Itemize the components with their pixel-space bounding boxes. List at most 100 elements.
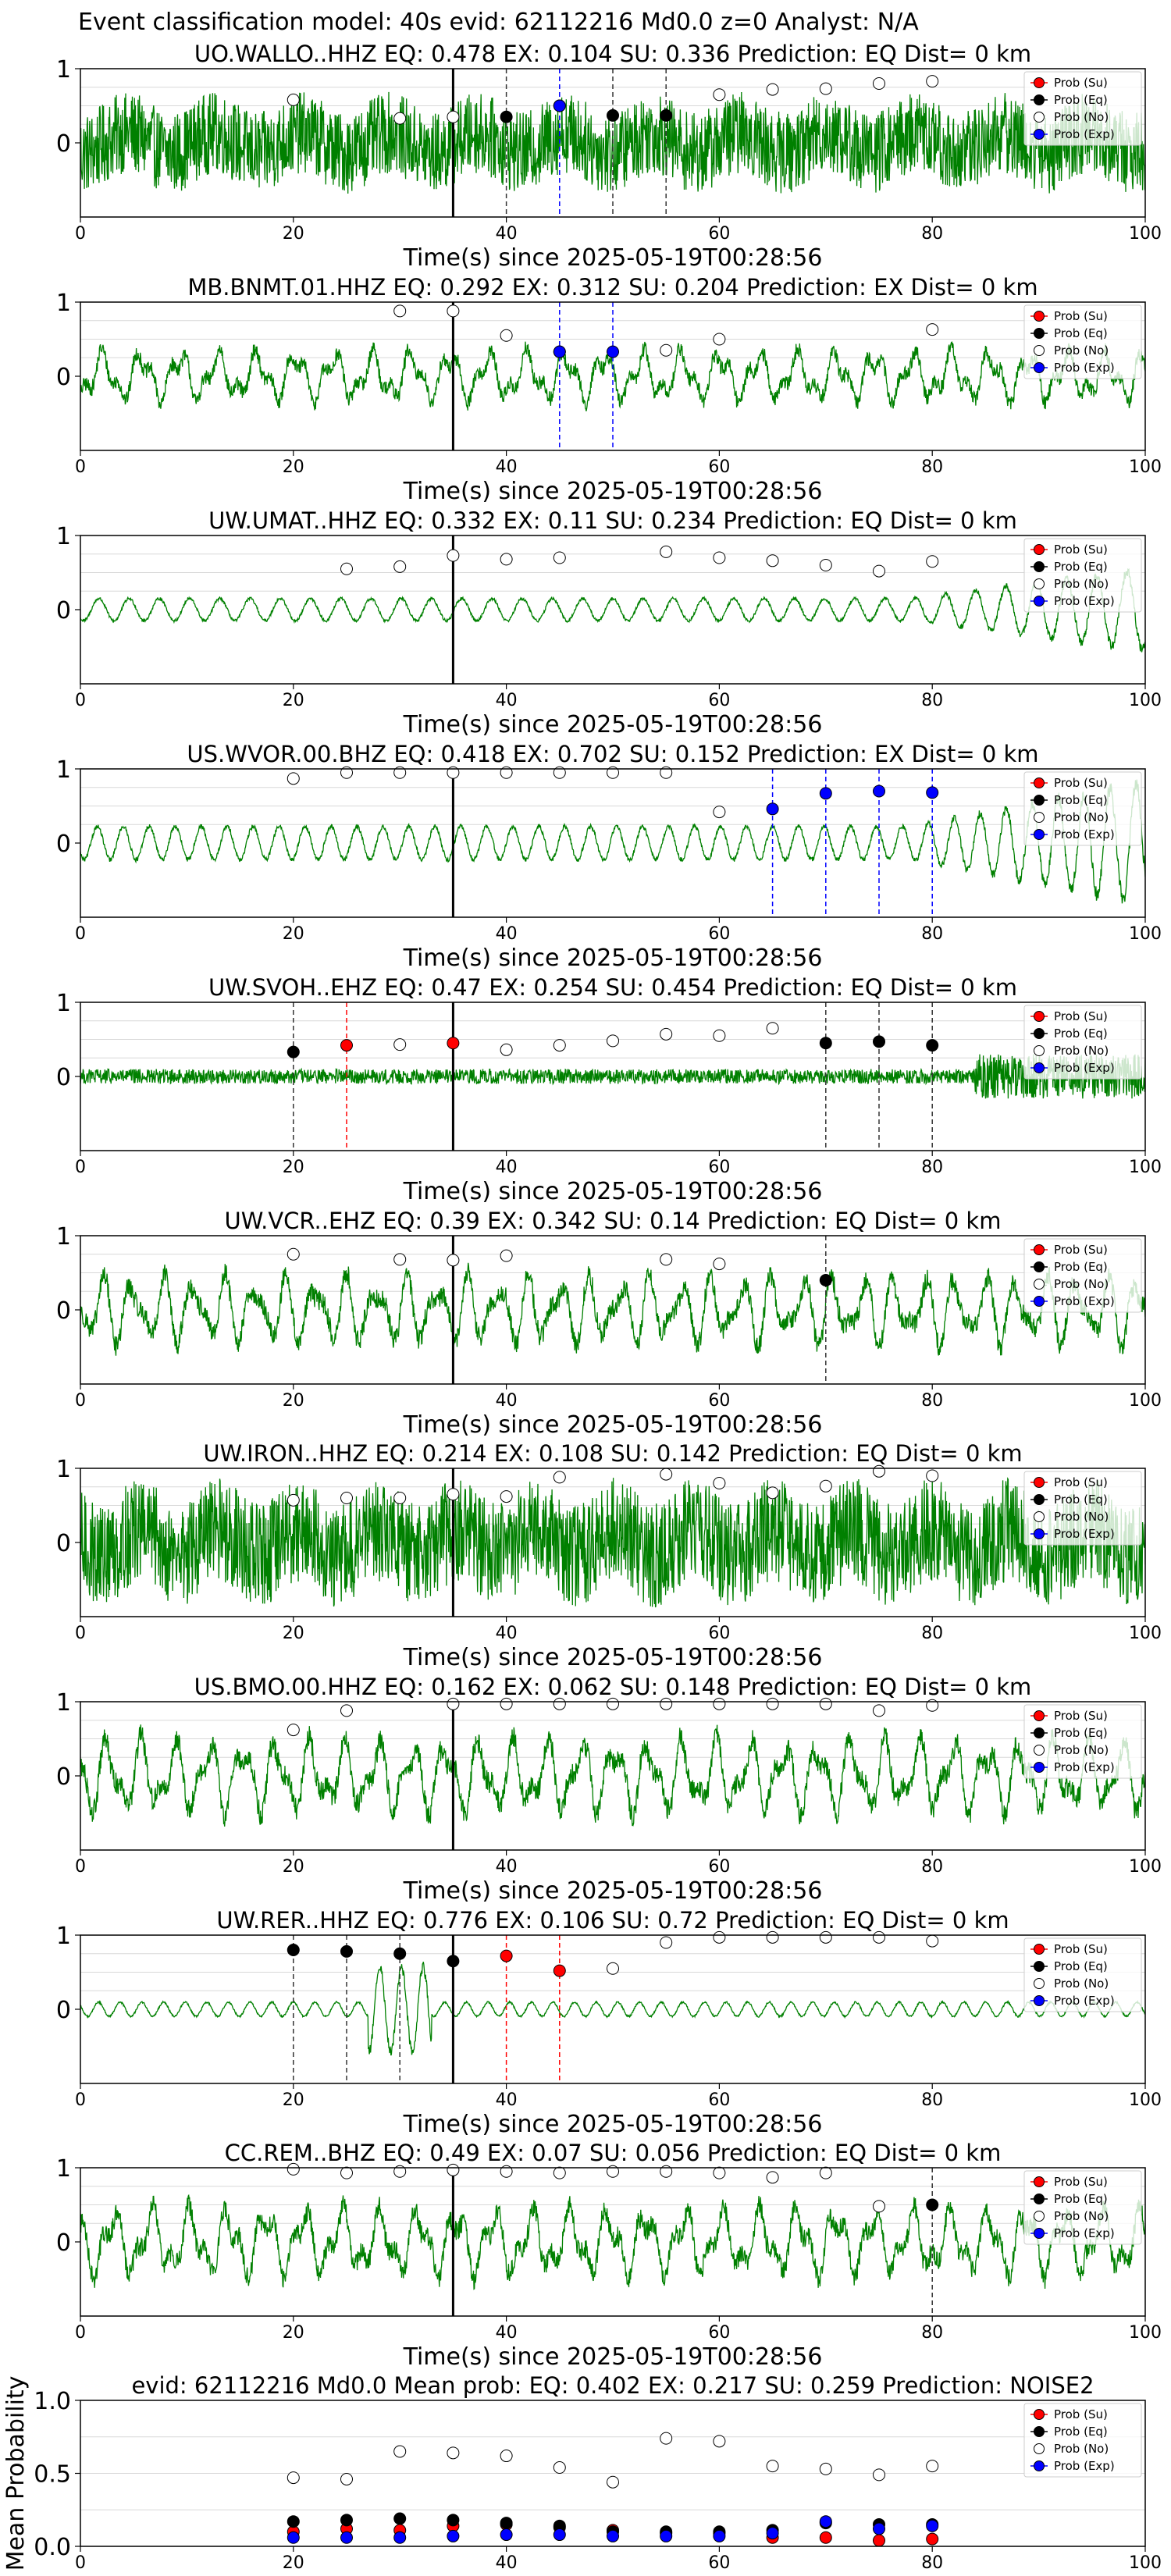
x-axis-label: Time(s) since 2025-05-19T00:28:56: [403, 1877, 823, 1905]
legend-box: [1023, 71, 1142, 146]
x-tick-label: 0: [75, 1857, 86, 1877]
prob-marker-no: [340, 1492, 353, 1504]
prob-marker-no: [500, 766, 513, 779]
prob-marker-no: [873, 2468, 885, 2482]
legend-label-su: Prob (Su): [1054, 1009, 1108, 1023]
legend-marker-exp: [1034, 2460, 1045, 2471]
prob-marker-no: [713, 88, 726, 101]
x-tick-label: 80: [921, 2090, 943, 2110]
prob-marker-eq: [660, 109, 673, 122]
prob-marker-no: [873, 1930, 885, 1944]
prob-marker-no: [393, 2445, 407, 2458]
legend-label-exp: Prob (Exp): [1054, 1994, 1115, 2008]
prob-marker-eq: [393, 1947, 407, 1960]
x-tick-label: 100: [1129, 1624, 1162, 1643]
prob-marker-no: [553, 2166, 566, 2179]
prob-marker-no: [926, 555, 939, 568]
x-tick-label: 100: [1129, 924, 1162, 944]
prob-marker-no: [553, 1039, 566, 1052]
legend-box: [1023, 2403, 1142, 2478]
prob-marker-no: [926, 323, 939, 336]
prob-marker-exp: [926, 2519, 939, 2532]
prob-marker-no: [660, 1027, 673, 1041]
legend-marker-no: [1034, 345, 1045, 356]
prob-marker-eq: [500, 110, 513, 123]
panel-7: UW.IRON..HHZ EQ: 0.214 EX: 0.108 SU: 0.1…: [56, 1440, 1162, 1671]
x-tick-label: 100: [1129, 1391, 1162, 1411]
prob-marker-exp: [287, 2531, 300, 2544]
legend-box: [1023, 1005, 1142, 1080]
legend-marker-eq: [1034, 1028, 1045, 1039]
prob-marker-no: [607, 1962, 619, 1975]
prob-marker-su: [873, 2534, 885, 2547]
legend-marker-exp: [1034, 829, 1045, 840]
x-axis-label: Time(s) since 2025-05-19T00:28:56: [403, 1644, 823, 1671]
y-tick-label: 1.0: [34, 2388, 71, 2415]
legend-label-exp: Prob (Exp): [1054, 2459, 1115, 2473]
prob-marker-no: [340, 2472, 353, 2485]
prob-marker-no: [819, 559, 832, 571]
prob-marker-no: [447, 1254, 460, 1267]
legend-label-eq: Prob (Eq): [1054, 1026, 1108, 1041]
x-tick-label: 60: [708, 1624, 730, 1643]
prob-marker-no: [447, 549, 460, 562]
legend-label-su: Prob (Su): [1054, 1243, 1108, 1257]
prob-marker-no: [873, 1704, 885, 1717]
prob-marker-no: [660, 2165, 673, 2178]
legend-marker-su: [1034, 1011, 1045, 1022]
y-tick-label: 1: [56, 1456, 71, 1483]
prob-marker-no: [766, 83, 779, 96]
prob-marker-eq: [287, 1045, 300, 1059]
prob-marker-no: [340, 2166, 353, 2179]
panel-title: MB.BNMT.01.HHZ EQ: 0.292 EX: 0.312 SU: 0…: [187, 274, 1038, 301]
prob-marker-exp: [713, 2529, 726, 2542]
panel-title: UW.UMAT..HHZ EQ: 0.332 EX: 0.11 SU: 0.23…: [208, 507, 1017, 534]
prob-marker-no: [393, 1492, 407, 1504]
x-tick-label: 100: [1129, 1857, 1162, 1877]
y-tick-label: 1: [56, 990, 71, 1017]
prob-marker-exp: [393, 2531, 407, 2544]
prob-marker-eq: [287, 1944, 300, 1956]
waveform-trace: [80, 1054, 1145, 1099]
legend-marker-su: [1034, 77, 1045, 88]
prob-marker-exp: [766, 802, 779, 816]
y-tick-label: 1: [56, 1689, 71, 1717]
x-tick-label: 40: [496, 691, 518, 710]
prob-marker-exp: [340, 2531, 353, 2544]
prob-marker-no: [447, 2446, 460, 2460]
legend-label-su: Prob (Su): [1054, 2407, 1108, 2421]
legend-label-exp: Prob (Exp): [1054, 594, 1115, 608]
legend-label-eq: Prob (Eq): [1054, 1260, 1108, 1274]
prob-marker-no: [713, 333, 726, 346]
x-tick-label: 80: [921, 1624, 943, 1643]
waveform-trace: [80, 1262, 1145, 1356]
legend-label-su: Prob (Su): [1054, 1942, 1108, 1956]
prob-marker-exp: [553, 99, 566, 112]
legend-label-eq: Prob (Eq): [1054, 793, 1108, 807]
y-tick-label: 0: [56, 1530, 71, 1557]
x-tick-label: 40: [496, 2553, 518, 2573]
legend-marker-exp: [1034, 1762, 1045, 1773]
panel-title: US.WVOR.00.BHZ EQ: 0.418 EX: 0.702 SU: 0…: [187, 741, 1038, 767]
x-tick-label: 0: [75, 1624, 86, 1643]
legend-marker-eq: [1034, 328, 1045, 339]
legend-box: [1023, 1704, 1142, 1779]
legend-label-su: Prob (Su): [1054, 1475, 1108, 1489]
legend-marker-exp: [1034, 1528, 1045, 1539]
prob-marker-no: [287, 2471, 300, 2485]
prob-marker-no: [447, 1488, 460, 1501]
y-tick-label: 1: [56, 2155, 71, 2183]
legend-label-no: Prob (No): [1054, 1044, 1109, 1058]
x-tick-label: 80: [921, 2323, 943, 2343]
prob-marker-no: [819, 2462, 832, 2475]
y-tick-label: 0: [56, 364, 71, 391]
prob-marker-su: [500, 1949, 513, 1962]
waveform-trace: [80, 1962, 1145, 2056]
legend-label-eq: Prob (Eq): [1054, 1493, 1108, 1507]
legend-marker-exp: [1034, 1995, 1045, 2006]
legend-marker-no: [1034, 812, 1045, 823]
legend-box: [1023, 304, 1142, 379]
legend-label-eq: Prob (Eq): [1054, 326, 1108, 340]
legend-box: [1023, 1471, 1142, 1546]
